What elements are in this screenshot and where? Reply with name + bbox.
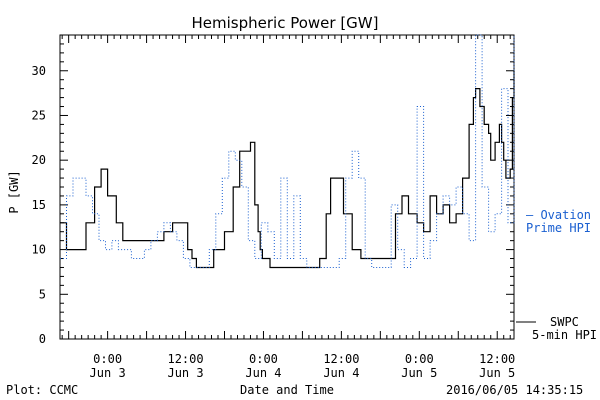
y-tick-label: 15 bbox=[32, 198, 46, 212]
chart-title: Hemispheric Power [GW] bbox=[192, 14, 379, 32]
y-tick-label: 25 bbox=[32, 108, 46, 122]
x-tick-date-label: Jun 5 bbox=[479, 366, 515, 380]
y-tick-label: 5 bbox=[39, 287, 46, 301]
x-tick-date-label: Jun 3 bbox=[90, 366, 126, 380]
x-tick-time-label: 0:00 bbox=[249, 352, 278, 366]
x-tick-time-label: 12:00 bbox=[323, 352, 359, 366]
x-tick-date-label: Jun 4 bbox=[323, 366, 359, 380]
x-tick-date-label: Jun 3 bbox=[167, 366, 203, 380]
series-layer bbox=[60, 34, 515, 269]
x-tick-time-label: 12:00 bbox=[479, 352, 515, 366]
legend-swpc-line1: SWPC bbox=[550, 315, 579, 329]
y-ticks: 0 5 10 15 20 25 30 bbox=[32, 34, 514, 346]
y-axis-label: P [GW] bbox=[7, 170, 21, 213]
y-tick-label: 0 bbox=[39, 332, 46, 346]
footer-plot-credit: Plot: CCMC bbox=[6, 383, 78, 397]
x-tick-time-label: 0:00 bbox=[405, 352, 434, 366]
x-tick-time-label: 12:00 bbox=[167, 352, 203, 366]
y-tick-label: 30 bbox=[32, 64, 46, 78]
x-tick-time-label: 0:00 bbox=[93, 352, 122, 366]
x-tick-date-label: Jun 4 bbox=[245, 366, 281, 380]
series-swpc-line bbox=[60, 70, 515, 269]
legend-ovation-line1: – Ovation bbox=[526, 208, 591, 222]
x-axis-label: Date and Time bbox=[240, 383, 334, 397]
legend-swpc-line2: 5-min HPI bbox=[532, 328, 597, 342]
series-ovation-line bbox=[60, 34, 515, 268]
legend: – Ovation Prime HPI SWPC 5-min HPI bbox=[516, 208, 597, 342]
footer-timestamp: 2016/06/05 14:35:15 bbox=[446, 383, 583, 397]
legend-ovation-line2: Prime HPI bbox=[526, 221, 591, 235]
y-tick-label: 20 bbox=[32, 153, 46, 167]
x-tick-date-label: Jun 5 bbox=[401, 366, 437, 380]
y-tick-label: 10 bbox=[32, 243, 46, 257]
